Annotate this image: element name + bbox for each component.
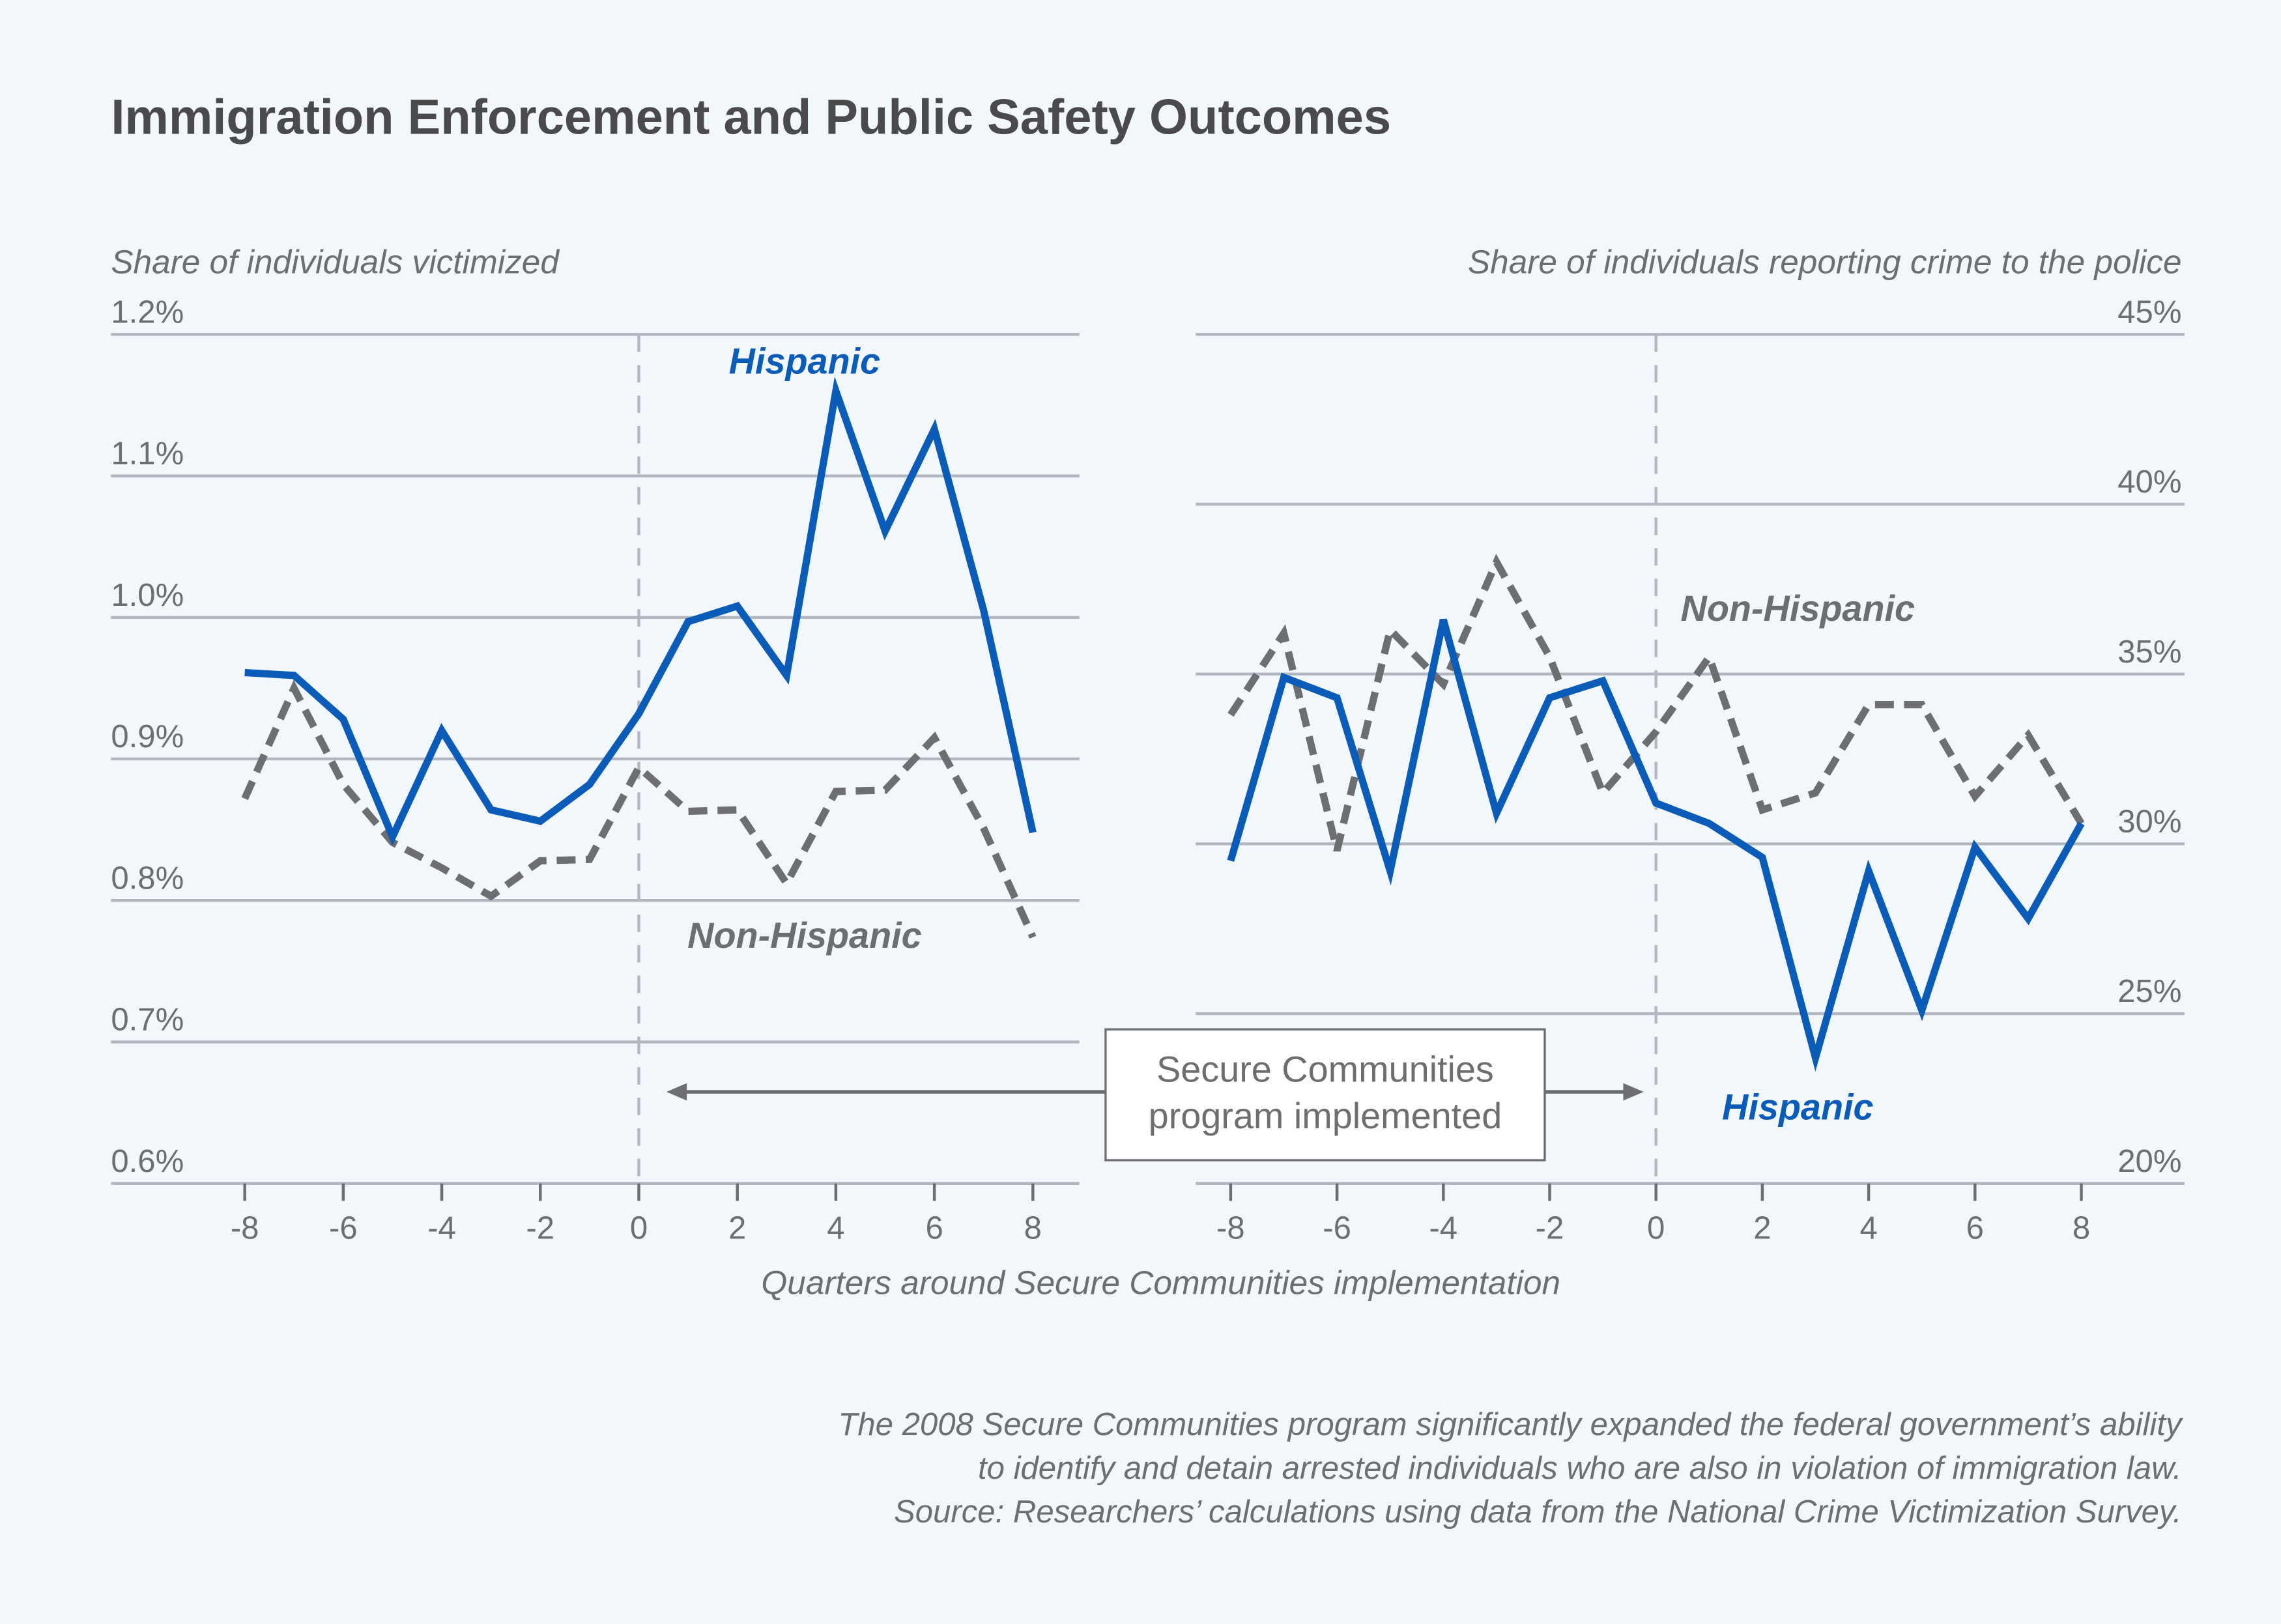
x-tick-label: 6 xyxy=(1966,1211,1984,1246)
x-tick-label: 8 xyxy=(1024,1211,1042,1246)
y-tick-label: 0.9% xyxy=(111,719,184,754)
annotation-line2: program implemented xyxy=(1149,1095,1502,1136)
x-tick-label: -4 xyxy=(427,1211,456,1246)
arrow-right-head xyxy=(1623,1083,1644,1101)
arrow-left-head xyxy=(666,1083,687,1101)
y-tick-label: 40% xyxy=(2117,464,2181,500)
x-tick-label: -2 xyxy=(1536,1211,1564,1246)
chart-title: Immigration Enforcement and Public Safet… xyxy=(111,89,1391,145)
y-tick-label: 30% xyxy=(2117,805,2181,840)
x-tick-label: -8 xyxy=(231,1211,259,1246)
non-hispanic-line xyxy=(241,679,1037,939)
annotation-line1: Secure Communities xyxy=(1156,1049,1494,1090)
footnote-2: to identify and detain arrested individu… xyxy=(978,1451,2182,1486)
x-tick-label: 2 xyxy=(1753,1211,1771,1246)
y-axis-title: Share of individuals reporting crime to … xyxy=(1468,244,2182,281)
series-label-hispanic: Hispanic xyxy=(1722,1087,1874,1128)
series-label-hispanic: Hispanic xyxy=(729,341,881,382)
x-tick-label: 0 xyxy=(1647,1211,1665,1246)
y-tick-label: 45% xyxy=(2117,294,2181,330)
y-tick-label: 35% xyxy=(2117,634,2181,670)
footnote-3: Source: Researchers’ calculations using … xyxy=(894,1494,2181,1530)
x-tick-label: -4 xyxy=(1429,1211,1457,1246)
y-tick-label: 1.1% xyxy=(111,436,184,472)
y-tick-label: 1.2% xyxy=(111,294,184,330)
x-tick-label: 4 xyxy=(1859,1211,1877,1246)
x-tick-label: 0 xyxy=(630,1211,648,1246)
x-tick-label: -6 xyxy=(329,1211,358,1246)
series-label-non-hispanic: Non-Hispanic xyxy=(1681,588,1915,629)
x-tick-label: -8 xyxy=(1216,1211,1245,1246)
x-tick-label: -6 xyxy=(1323,1211,1351,1246)
y-tick-label: 0.8% xyxy=(111,861,184,896)
annotation-box xyxy=(1104,1028,1546,1161)
y-tick-label: 25% xyxy=(2117,974,2181,1009)
y-tick-label: 0.7% xyxy=(111,1003,184,1038)
y-axis-title: Share of individuals victimized xyxy=(111,244,560,281)
x-tick-label: 8 xyxy=(2073,1211,2090,1246)
footnote-1: The 2008 Secure Communities program sign… xyxy=(838,1407,2184,1442)
x-tick-label: 2 xyxy=(728,1211,746,1246)
y-tick-label: 20% xyxy=(2117,1144,2181,1179)
victimization-panel: Share of individuals victimized 0.6% 0.7% 0… xyxy=(111,244,1080,1246)
reporting-panel: Share of individuals reporting crime to … xyxy=(1196,244,2185,1246)
x-tick-label: 4 xyxy=(827,1211,844,1246)
y-tick-label: 0.6% xyxy=(111,1144,184,1179)
series-label-non-hispanic: Non-Hispanic xyxy=(687,915,922,956)
x-tick-label: -2 xyxy=(526,1211,554,1246)
y-tick-label: 1.0% xyxy=(111,578,184,613)
x-axis-label: Quarters around Secure Communities imple… xyxy=(761,1264,1560,1301)
annotation: Secure Communities program implemented xyxy=(666,1028,1644,1161)
x-tick-label: 6 xyxy=(925,1211,943,1246)
